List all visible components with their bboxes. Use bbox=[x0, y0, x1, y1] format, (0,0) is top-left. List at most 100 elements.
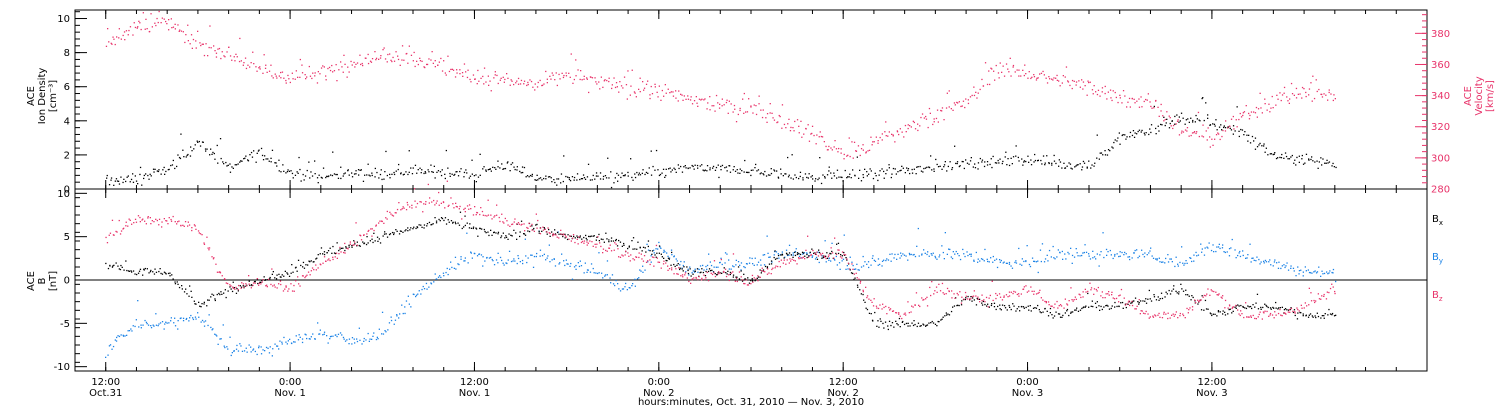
by-point bbox=[173, 322, 175, 324]
velocity-point bbox=[419, 57, 421, 59]
density-point bbox=[1312, 160, 1314, 162]
density-point bbox=[1040, 159, 1042, 162]
by-point bbox=[566, 263, 568, 265]
bz-point bbox=[411, 204, 413, 206]
by-point bbox=[1095, 258, 1097, 260]
density-point bbox=[736, 169, 738, 171]
by-point bbox=[245, 347, 247, 349]
density-point bbox=[120, 176, 122, 178]
bz-point bbox=[741, 279, 744, 281]
density-point bbox=[439, 171, 442, 173]
by-point bbox=[657, 248, 659, 250]
by-point bbox=[1131, 257, 1133, 259]
density-point bbox=[164, 173, 166, 175]
bx-point bbox=[649, 250, 651, 252]
by-point bbox=[1242, 254, 1244, 257]
density-point bbox=[1280, 157, 1283, 159]
density-point bbox=[196, 140, 198, 142]
density-point bbox=[838, 176, 840, 178]
velocity-point bbox=[1230, 118, 1233, 120]
bz-point bbox=[1318, 298, 1321, 300]
bx-point bbox=[822, 256, 825, 259]
by-point bbox=[126, 334, 128, 336]
x-tick-time-label: 12:00 bbox=[460, 377, 489, 388]
bz-point bbox=[1172, 313, 1174, 315]
bz-point bbox=[285, 285, 287, 287]
bz-point bbox=[1235, 304, 1237, 307]
bz-point bbox=[1074, 296, 1076, 298]
density-point bbox=[1041, 163, 1043, 165]
velocity-point bbox=[734, 108, 736, 110]
density-point bbox=[1223, 125, 1225, 127]
by-point bbox=[1309, 272, 1312, 274]
velocity-point bbox=[853, 141, 856, 143]
bz-point bbox=[317, 267, 319, 269]
by-point bbox=[834, 259, 836, 261]
bz-point bbox=[1171, 314, 1173, 316]
velocity-point bbox=[242, 64, 244, 66]
bz-point bbox=[539, 227, 542, 229]
density-point bbox=[379, 173, 382, 176]
velocity-point bbox=[499, 79, 501, 81]
by-point bbox=[1008, 263, 1011, 265]
bz-point bbox=[651, 256, 654, 258]
density-point bbox=[304, 175, 307, 177]
velocity-point bbox=[706, 108, 708, 110]
density-point bbox=[622, 175, 625, 177]
bz-point bbox=[118, 219, 120, 222]
by-point bbox=[1238, 252, 1240, 254]
by-point bbox=[135, 319, 137, 321]
bz-point bbox=[529, 225, 531, 227]
bx-point bbox=[1257, 308, 1260, 310]
by-point bbox=[396, 314, 398, 316]
by-point bbox=[703, 269, 705, 271]
bz-point bbox=[367, 230, 369, 232]
velocity-point bbox=[268, 70, 271, 72]
velocity-point bbox=[189, 43, 191, 45]
velocity-point bbox=[967, 99, 969, 101]
by-point bbox=[650, 261, 652, 263]
bx-point bbox=[623, 242, 625, 245]
by-point bbox=[1026, 245, 1028, 247]
bx-point bbox=[1145, 298, 1147, 300]
velocity-point bbox=[979, 88, 981, 91]
velocity-point bbox=[202, 43, 204, 45]
bz-point bbox=[310, 270, 312, 272]
by-point bbox=[233, 350, 235, 352]
by-point bbox=[227, 348, 229, 350]
bz-point bbox=[678, 267, 680, 269]
bx-point bbox=[1157, 296, 1159, 298]
density-point bbox=[535, 179, 537, 181]
bx-point bbox=[988, 306, 990, 308]
velocity-point bbox=[862, 149, 864, 151]
by-point bbox=[514, 260, 516, 262]
bz-point bbox=[815, 253, 817, 256]
bx-point bbox=[365, 243, 368, 246]
velocity-point bbox=[711, 105, 713, 107]
by-point bbox=[1100, 251, 1102, 253]
top-left-title-line-1: ACE bbox=[26, 86, 37, 106]
density-point bbox=[444, 173, 446, 175]
velocity-point bbox=[278, 75, 280, 77]
by-point bbox=[590, 263, 593, 265]
by-point bbox=[1217, 246, 1220, 248]
by-point bbox=[987, 260, 989, 263]
velocity-point bbox=[304, 74, 306, 76]
bz-point bbox=[542, 229, 545, 231]
velocity-point bbox=[1212, 144, 1214, 146]
by-point bbox=[241, 350, 244, 352]
bz-point bbox=[129, 219, 131, 221]
velocity-point bbox=[669, 92, 671, 94]
velocity-point bbox=[1316, 90, 1318, 93]
bz-point bbox=[602, 248, 605, 250]
bx-point bbox=[1090, 305, 1092, 307]
by-point bbox=[1019, 263, 1021, 265]
bz-point bbox=[293, 284, 295, 287]
bx-point bbox=[863, 299, 865, 301]
density-point bbox=[916, 166, 918, 168]
bx-point bbox=[902, 320, 904, 323]
velocity-point bbox=[325, 79, 327, 81]
by-point bbox=[377, 338, 379, 340]
density-point bbox=[665, 174, 667, 177]
velocity-point bbox=[1221, 135, 1223, 138]
